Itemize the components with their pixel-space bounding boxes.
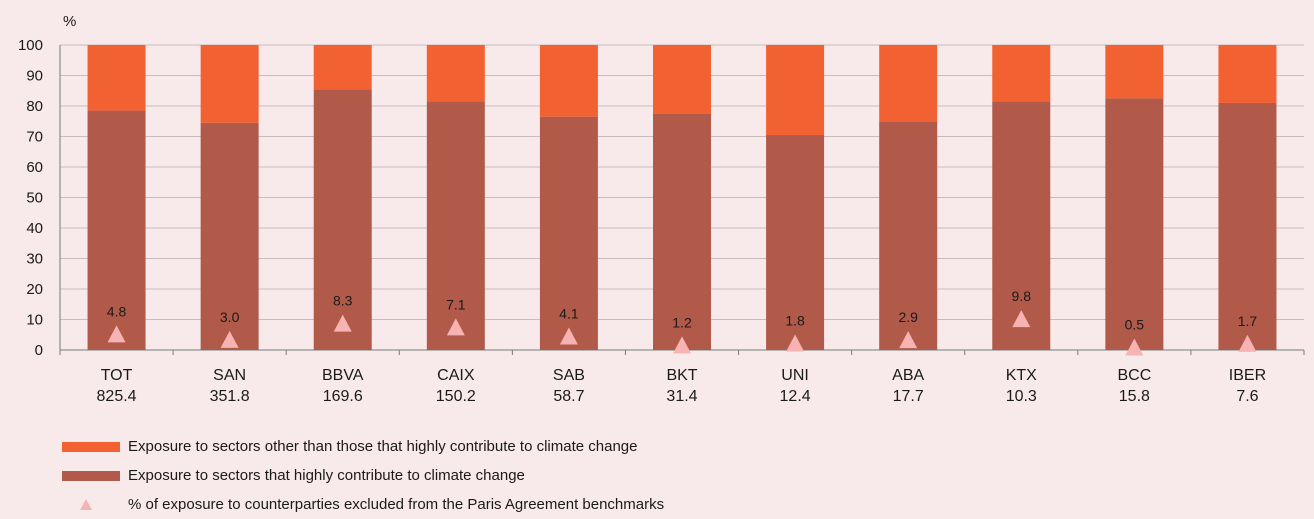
marker-triangle-caix bbox=[446, 318, 465, 336]
marker-label: 1.8 bbox=[785, 313, 805, 329]
marker-label: 3.0 bbox=[220, 309, 240, 325]
x-category-sublabel: 12.4 bbox=[780, 388, 811, 405]
bar-high-contribution-bbva bbox=[313, 89, 372, 350]
x-category-label: BBVA bbox=[322, 367, 364, 384]
y-tick-label: 10 bbox=[26, 312, 43, 329]
x-category-sublabel: 150.2 bbox=[436, 388, 476, 405]
marker-label: 1.2 bbox=[672, 314, 692, 330]
marker-triangle-san bbox=[220, 330, 239, 348]
x-category-sublabel: 825.4 bbox=[97, 388, 137, 405]
y-tick-label: 60 bbox=[26, 159, 43, 176]
bar-high-contribution-san bbox=[200, 122, 259, 351]
marker-triangle-bcc bbox=[1125, 338, 1144, 356]
bar-other-sectors-tot bbox=[87, 45, 146, 111]
x-category-label: KTX bbox=[1006, 367, 1037, 384]
y-axis-unit-label: % bbox=[63, 13, 76, 30]
marker-triangle-ktx bbox=[1012, 310, 1031, 328]
bar-high-contribution-aba bbox=[879, 121, 938, 350]
x-category-label: CAIX bbox=[437, 367, 475, 384]
x-category-sublabel: 31.4 bbox=[666, 388, 697, 405]
y-tick-label: 50 bbox=[26, 190, 43, 207]
legend-triangle-icon bbox=[80, 499, 92, 510]
legend-swatch-high-contribution bbox=[62, 470, 120, 481]
marker-triangle-iber bbox=[1238, 334, 1257, 352]
marker-label: 9.8 bbox=[1012, 288, 1032, 304]
marker-label: 1.7 bbox=[1238, 313, 1258, 329]
marker-triangle-bbva bbox=[333, 314, 352, 332]
marker-triangle-bkt bbox=[673, 336, 691, 354]
bar-other-sectors-aba bbox=[879, 45, 938, 122]
y-tick-label: 20 bbox=[26, 281, 43, 298]
x-category-sublabel: 10.3 bbox=[1006, 388, 1037, 405]
x-category-label: TOT bbox=[101, 367, 133, 384]
marker-label: 4.1 bbox=[559, 305, 579, 321]
y-tick-label: 40 bbox=[26, 220, 43, 237]
x-category-sublabel: 169.6 bbox=[323, 388, 363, 405]
chart-svg: % 0 10 20 30 40 50 60 70 80 90 100 4.8 3.0 8.3 7.1 4.1 1.… bbox=[18, 13, 1305, 405]
bar-high-contribution-bcc bbox=[1105, 98, 1164, 350]
marker-triangle-sab bbox=[559, 327, 578, 345]
bar-other-sectors-bkt bbox=[653, 45, 711, 114]
x-category-label: UNI bbox=[781, 367, 809, 384]
legend-label-other-sectors: Exposure to sectors other than those tha… bbox=[128, 438, 638, 455]
marker-triangle-uni bbox=[786, 334, 805, 352]
y-tick-label: 70 bbox=[26, 129, 43, 146]
x-category-sublabel: 351.8 bbox=[210, 388, 250, 405]
bar-high-contribution-uni bbox=[766, 134, 825, 350]
bar-high-contribution-tot bbox=[87, 110, 146, 350]
x-category-sublabel: 15.8 bbox=[1119, 388, 1150, 405]
y-tick-label: 0 bbox=[35, 342, 43, 359]
marker-label: 8.3 bbox=[333, 293, 353, 309]
y-tick-label: 100 bbox=[18, 37, 43, 54]
legend-label-high-contribution: Exposure to sectors that highly contribu… bbox=[128, 467, 525, 484]
bar-other-sectors-sab bbox=[539, 45, 598, 117]
legend-label-paris-excluded: % of exposure to counterparties excluded… bbox=[128, 496, 665, 513]
marker-triangle-aba bbox=[899, 331, 918, 349]
legend-item-other-sectors: Exposure to sectors other than those tha… bbox=[62, 432, 664, 461]
x-category-label: SAB bbox=[553, 367, 585, 384]
x-category-sublabel: 58.7 bbox=[553, 388, 584, 405]
x-category-label: ABA bbox=[892, 367, 924, 384]
y-tick-label: 90 bbox=[26, 68, 43, 85]
marker-label: 2.9 bbox=[898, 309, 918, 325]
bar-other-sectors-bbva bbox=[313, 45, 372, 90]
x-category-label: SAN bbox=[213, 367, 246, 384]
x-category-sublabel: 17.7 bbox=[893, 388, 924, 405]
x-category-sublabel: 7.6 bbox=[1236, 388, 1258, 405]
bar-high-contribution-bkt bbox=[653, 113, 711, 350]
bar-other-sectors-uni bbox=[766, 45, 825, 135]
bar-other-sectors-san bbox=[200, 45, 259, 123]
x-category-label: BCC bbox=[1117, 367, 1151, 384]
marker-label: 4.8 bbox=[107, 303, 127, 319]
bar-high-contribution-iber bbox=[1218, 102, 1277, 350]
y-tick-label: 30 bbox=[26, 251, 43, 268]
bar-other-sectors-bcc bbox=[1105, 45, 1164, 99]
marker-label: 0.5 bbox=[1125, 316, 1145, 332]
marker-triangle-tot bbox=[107, 325, 126, 343]
bar-other-sectors-ktx bbox=[992, 45, 1051, 102]
legend: Exposure to sectors other than those tha… bbox=[62, 432, 664, 519]
legend-swatch-other-sectors bbox=[62, 441, 120, 452]
x-category-label: BKT bbox=[666, 367, 697, 384]
bar-high-contribution-sab bbox=[539, 116, 598, 350]
marker-label: 7.1 bbox=[446, 296, 466, 312]
bar-high-contribution-caix bbox=[426, 101, 485, 350]
legend-item-paris-excluded: % of exposure to counterparties excluded… bbox=[62, 490, 664, 519]
legend-item-high-contribution: Exposure to sectors that highly contribu… bbox=[62, 461, 664, 490]
bar-high-contribution-ktx bbox=[992, 101, 1051, 350]
bar-other-sectors-iber bbox=[1218, 45, 1277, 103]
bar-other-sectors-caix bbox=[426, 45, 485, 102]
y-tick-label: 80 bbox=[26, 98, 43, 115]
x-category-label: IBER bbox=[1229, 367, 1266, 384]
